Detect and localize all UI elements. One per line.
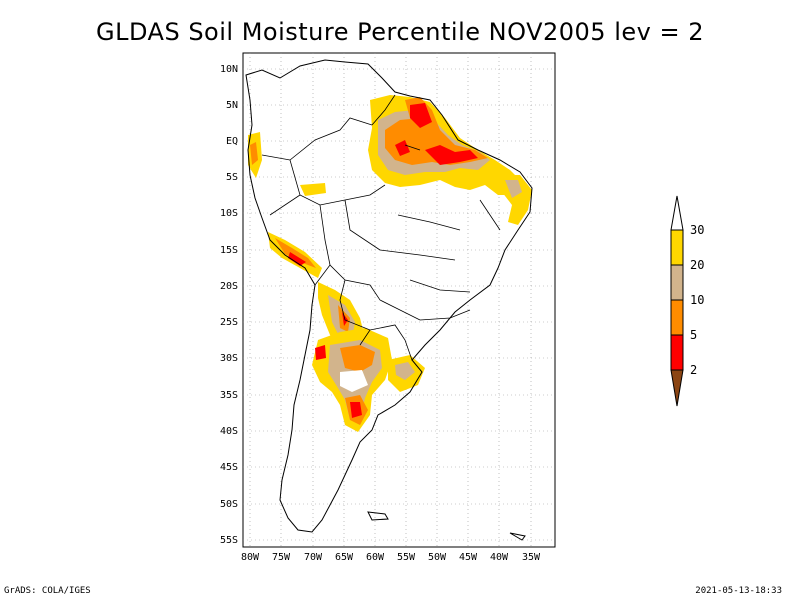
legend-label: 20 <box>690 258 704 272</box>
lon-tick: 75W <box>272 552 291 563</box>
lon-tick: 80W <box>241 552 260 563</box>
lon-tick: 50W <box>428 552 447 563</box>
lat-tick: 25S <box>220 317 238 328</box>
lat-tick: 5S <box>226 172 238 183</box>
legend-label: 10 <box>690 293 704 307</box>
page-title: GLDAS Soil Moisture Percentile NOV2005 l… <box>96 18 704 46</box>
lon-tick: 35W <box>522 552 541 563</box>
lat-tick: 55S <box>220 535 238 546</box>
legend-swatch-2-5 <box>670 334 684 371</box>
legend-label: 30 <box>690 223 704 237</box>
percentile-shading <box>248 95 532 432</box>
legend-label: 2 <box>690 363 697 377</box>
lat-tick: 30S <box>220 353 238 364</box>
lon-tick: 55W <box>397 552 416 563</box>
lat-tick: 5N <box>226 100 238 111</box>
lon-tick: 60W <box>366 552 385 563</box>
country-borders <box>261 94 501 361</box>
lon-axis: 80W 75W 70W 65W 60W 55W 50W 45W 40W 35W <box>241 552 541 563</box>
legend-swatch-above-30 <box>670 195 684 231</box>
lat-tick: 20S <box>220 281 238 292</box>
colorbar-legend: 30 20 10 5 2 <box>670 195 704 407</box>
legend-swatch-20-30 <box>670 229 684 266</box>
lat-tick: 15S <box>220 245 238 256</box>
lat-tick: 10S <box>220 208 238 219</box>
lat-tick: 10N <box>220 64 238 75</box>
legend-swatch-5-10 <box>670 299 684 336</box>
lat-tick: 45S <box>220 462 238 473</box>
lon-tick: 45W <box>459 552 478 563</box>
lon-tick: 70W <box>304 552 323 563</box>
footer-timestamp: 2021-05-13-18:33 <box>695 586 782 596</box>
lat-tick: 40S <box>220 426 238 437</box>
lon-tick: 65W <box>335 552 354 563</box>
lat-axis: 10N 5N EQ 5S 10S 15S 20S 25S 30S 35S 40S… <box>220 64 238 546</box>
lat-tick: 50S <box>220 499 238 510</box>
footer-credit: GrADS: COLA/IGES <box>4 586 91 596</box>
legend-swatch-10-20 <box>670 264 684 301</box>
legend-swatch-below-2 <box>670 369 684 407</box>
legend-label: 5 <box>690 328 697 342</box>
lon-tick: 40W <box>490 552 509 563</box>
lat-tick: 35S <box>220 390 238 401</box>
lat-tick: EQ <box>226 136 238 147</box>
